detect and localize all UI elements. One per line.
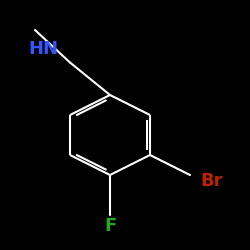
Text: HN: HN	[29, 40, 59, 58]
Text: Br: Br	[200, 172, 222, 190]
Text: F: F	[104, 217, 116, 235]
